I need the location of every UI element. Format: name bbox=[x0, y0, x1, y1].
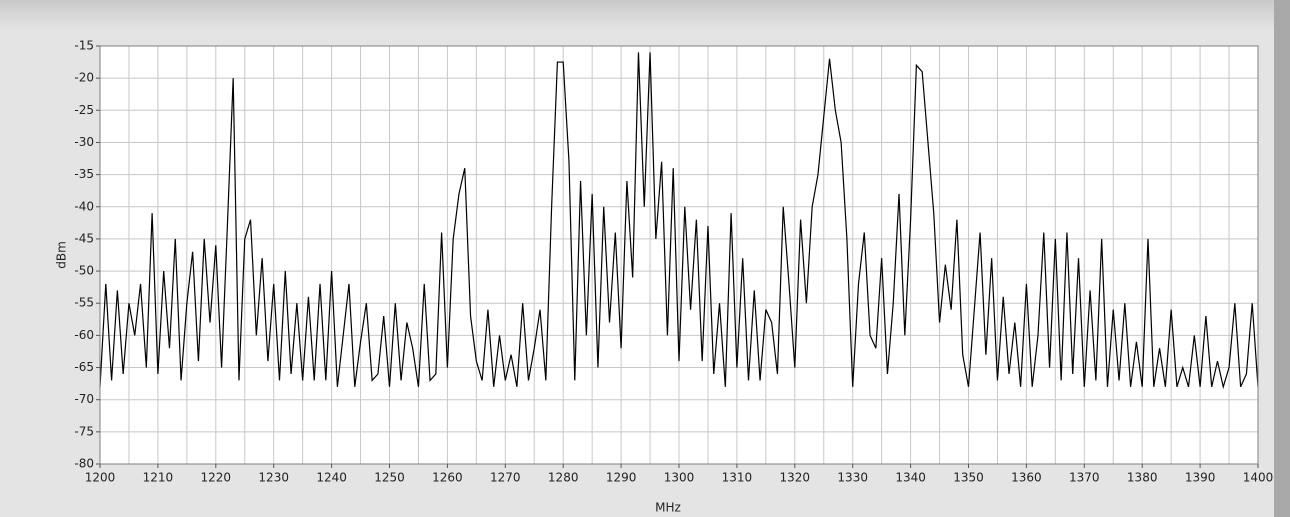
x-tick-label: 1380 bbox=[1127, 471, 1158, 485]
x-tick-label: 1400 bbox=[1243, 471, 1274, 485]
y-tick-label: -65 bbox=[74, 360, 94, 374]
x-tick-label: 1240 bbox=[316, 471, 347, 485]
y-tick-label: -25 bbox=[74, 103, 94, 117]
y-tick-label: -45 bbox=[74, 231, 94, 245]
y-axis-label: dBm bbox=[55, 241, 69, 269]
x-axis-label: MHz bbox=[655, 501, 681, 515]
x-tick-label: 1300 bbox=[664, 471, 695, 485]
y-tick-label: -55 bbox=[74, 296, 94, 310]
spectrum-line bbox=[99, 52, 1259, 390]
grid bbox=[99, 45, 1259, 465]
x-tick-label: 1250 bbox=[374, 471, 405, 485]
x-tick-label: 1350 bbox=[953, 471, 984, 485]
x-tick-label: 1280 bbox=[548, 471, 579, 485]
y-tick-label: -50 bbox=[74, 264, 94, 278]
x-tick-label: 1290 bbox=[606, 471, 637, 485]
x-tick-label: 1370 bbox=[1069, 471, 1100, 485]
x-tick-label: 1200 bbox=[85, 471, 116, 485]
frame-right bbox=[1274, 0, 1290, 517]
x-tick-label: 1210 bbox=[143, 471, 174, 485]
x-tick-label: 1320 bbox=[780, 471, 811, 485]
x-tick-label: 1310 bbox=[722, 471, 753, 485]
x-tick-label: 1340 bbox=[895, 471, 926, 485]
lines bbox=[99, 52, 1259, 390]
y-tick-label: -60 bbox=[74, 328, 94, 342]
y-tick-label: -20 bbox=[74, 71, 94, 85]
x-tick-label: 1230 bbox=[258, 471, 289, 485]
x-tick-label: 1260 bbox=[432, 471, 463, 485]
x-tick-label: 1360 bbox=[1011, 471, 1042, 485]
y-tick-label: -80 bbox=[74, 457, 94, 471]
y-tick-label: -75 bbox=[74, 424, 94, 438]
x-tick-label: 1270 bbox=[490, 471, 521, 485]
frame-top bbox=[0, 0, 1290, 30]
x-tick-label: 1220 bbox=[201, 471, 232, 485]
y-tick-label: -30 bbox=[74, 135, 94, 149]
x-tick-label: 1390 bbox=[1185, 471, 1216, 485]
y-tick-label: -15 bbox=[74, 39, 94, 53]
x-tick-label: 1330 bbox=[837, 471, 868, 485]
y-tick-label: -70 bbox=[74, 392, 94, 406]
y-tick-label: -40 bbox=[74, 199, 94, 213]
y-tick-label: -35 bbox=[74, 167, 94, 181]
